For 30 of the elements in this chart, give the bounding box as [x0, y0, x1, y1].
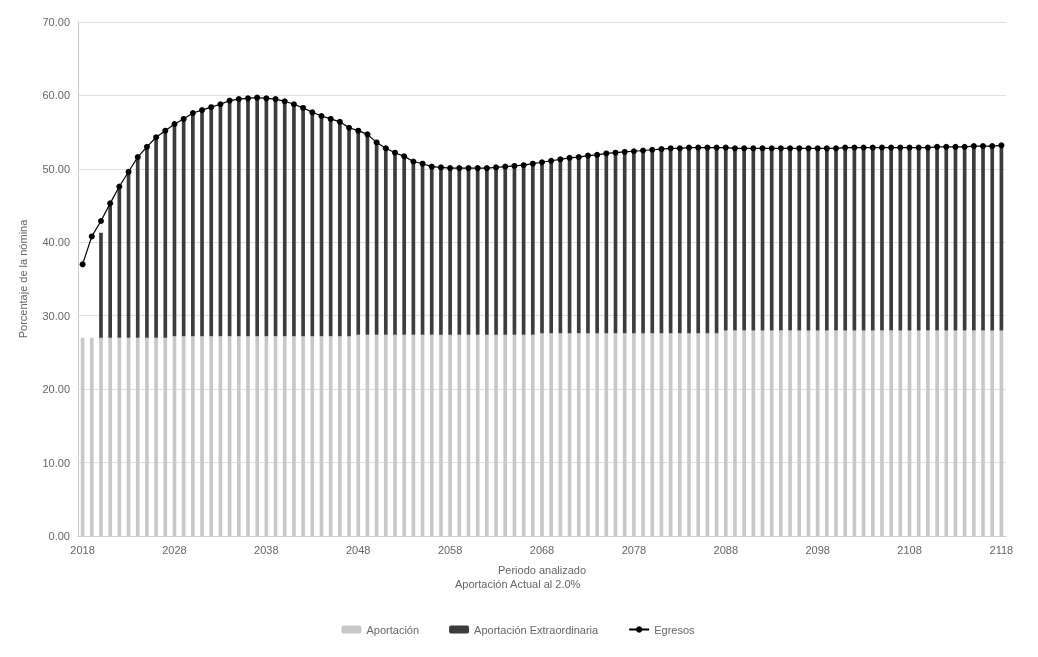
y-tick-label: 50.00: [42, 162, 70, 175]
x-tick-label: 2018: [70, 543, 95, 556]
y-tick-label: 60.00: [42, 89, 70, 102]
x-tick-label: 2098: [805, 543, 830, 556]
y-tick-label: 30.00: [42, 309, 70, 322]
x-tick-label: 2068: [529, 543, 555, 556]
bar: [99, 232, 103, 338]
x-tick-label: 2078: [621, 543, 647, 556]
y-axis-title: Porcentaje de la nómina: [16, 218, 29, 339]
x-tick-label: 2028: [162, 543, 187, 556]
y-tick-label: 0.00: [48, 530, 70, 542]
y-tick-label: 10.00: [42, 456, 70, 469]
y-tick-label: 40.00: [42, 236, 70, 249]
y-tick-label: 20.00: [42, 383, 70, 396]
legend-label: Egresos: [654, 623, 696, 636]
legend-label: Aportación Extraordinaria: [474, 623, 600, 636]
y-tick-label: 70.00: [42, 16, 70, 28]
bar: [622, 151, 627, 334]
x-tick-label: 2058: [437, 543, 463, 556]
x-tick-label: 2118: [989, 543, 1014, 556]
x-tick-label: 2088: [713, 543, 738, 556]
x-tick-label: 2108: [897, 543, 922, 556]
text: Aportación Actual al 2.0%: [455, 577, 581, 590]
bar: [181, 118, 186, 337]
bar: [301, 107, 305, 337]
x-axis-title: Periodo analizado: [497, 563, 587, 576]
x-tick-label: 2038: [254, 543, 279, 556]
x-tick-label: 2048: [346, 543, 371, 556]
bar: [328, 118, 333, 337]
legend-label: Aportación: [366, 623, 420, 636]
